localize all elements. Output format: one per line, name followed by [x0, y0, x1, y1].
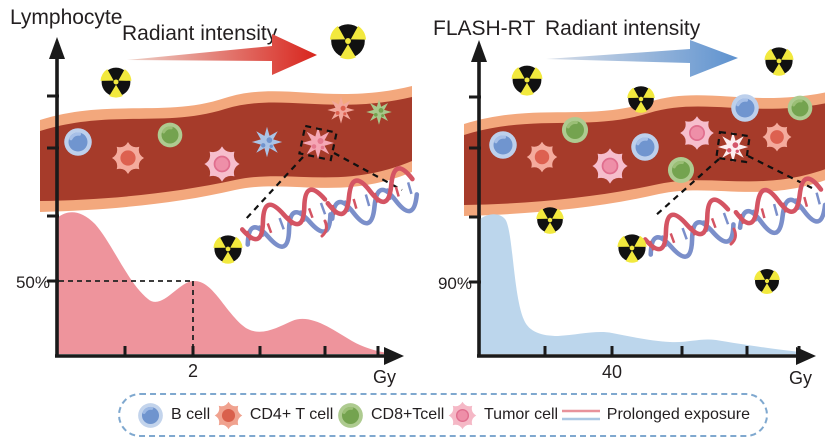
legend-item-cd4-t-cell: CD4+ T cell — [213, 400, 333, 431]
radiation-icon — [752, 269, 782, 294]
prolonged-exposure-lines-icon — [561, 409, 600, 421]
b-cell-icon — [489, 131, 517, 159]
cd4-t-cell-icon — [112, 142, 144, 174]
left-radiant-intensity-label: Radiant intensity — [122, 22, 278, 45]
blood-vessel — [40, 86, 412, 212]
legend-label: Prolonged exposure — [606, 406, 750, 423]
legend-label: Tumor cell — [484, 406, 559, 423]
cd8-t-cell-icon — [667, 156, 695, 184]
cd8-t-cell-icon — [157, 122, 183, 148]
y-axis-arrowhead — [471, 40, 487, 62]
cd8-t-cell-icon — [338, 402, 363, 428]
right-axes — [469, 55, 801, 358]
damaged-cd8-cell-icon — [366, 99, 392, 125]
dose-tick-label: 40 — [602, 362, 622, 382]
tumor-cell-icon — [448, 401, 477, 429]
legend-item-cd8-t-cell: CD8+Tcell — [336, 401, 444, 430]
b-cell-icon — [138, 402, 163, 428]
x-axis-arrowhead — [796, 347, 816, 365]
conventional-survival-curve-area — [57, 212, 392, 354]
radiation-icon — [535, 207, 565, 234]
legend-item-b-cell: B cell — [136, 401, 210, 430]
damaged-b-cell-icon — [251, 126, 283, 158]
gy-unit-label: Gy — [373, 367, 396, 387]
tumor-cell-icon — [680, 116, 714, 150]
legend: B cell CD4+ T cell CD8+Tcell Tumor cell … — [118, 393, 768, 437]
tumor-cell-icon — [592, 148, 628, 184]
cd8-t-cell-icon — [561, 116, 589, 144]
dose-tick-label: 2 — [188, 361, 198, 381]
gy-unit-label: Gy — [789, 368, 812, 388]
broken-dna-icon — [640, 175, 825, 268]
flash-rt-panel: FLASH-RT Radiant intensity — [433, 17, 825, 388]
fifty-percent-guides — [59, 280, 194, 353]
blue-radiant-intensity-arrow-icon — [546, 40, 738, 77]
dna-zoom-callout — [244, 124, 403, 221]
radiation-icon — [763, 47, 795, 76]
legend-label: CD8+Tcell — [370, 406, 445, 423]
flash-survival-curve-area — [479, 214, 802, 354]
tumor-cell-icon — [204, 146, 240, 182]
conventional-rt-panel: Lymphocyte Radiant intensity — [10, 6, 421, 387]
broken-dna-icon — [237, 165, 421, 258]
radiation-icon — [99, 67, 133, 98]
legend-label: B cell — [171, 406, 211, 423]
cd4-t-cell-icon — [526, 141, 558, 173]
damaged-cd4-cell-icon — [327, 96, 355, 124]
x-axis-arrowhead — [384, 347, 404, 365]
legend-label: CD4+ T cell — [249, 406, 334, 423]
radiation-icon — [510, 65, 544, 96]
cd4-t-cell-icon — [762, 122, 792, 152]
ninety-percent-label: 90% — [438, 274, 472, 293]
legend-item-prolonged-exposure: Prolonged exposure — [561, 406, 750, 424]
y-axis-arrowhead — [49, 37, 65, 59]
dual-panel-illustration: Lymphocyte Radiant intensity — [10, 6, 825, 388]
cd4-t-cell-icon — [214, 401, 243, 429]
cd8-t-cell-icon — [787, 95, 813, 121]
right-radiant-intensity-label: Radiant intensity — [545, 17, 701, 40]
b-cell-icon — [64, 128, 92, 156]
legend-item-tumor-cell: Tumor cell — [447, 400, 558, 431]
radiation-icon — [212, 235, 244, 264]
left-axes — [47, 52, 388, 358]
fifty-percent-label: 50% — [16, 273, 50, 292]
b-cell-icon — [631, 133, 659, 161]
left-panel-title: Lymphocyte — [10, 6, 122, 29]
right-panel-title: FLASH-RT — [433, 17, 535, 40]
red-radiant-intensity-arrow-icon — [127, 34, 317, 75]
b-cell-icon — [731, 94, 759, 122]
radiation-icon — [616, 234, 648, 263]
radiation-icon — [328, 24, 368, 60]
